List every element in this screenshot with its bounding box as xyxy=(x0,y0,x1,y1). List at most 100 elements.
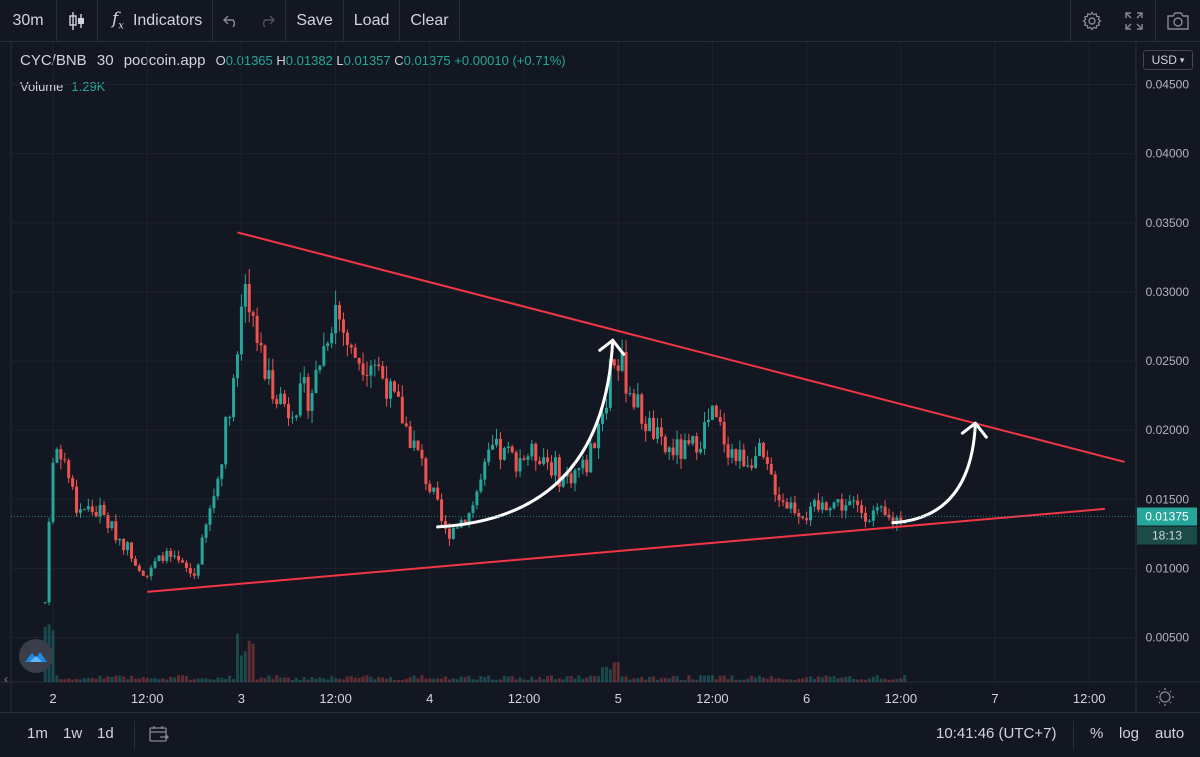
toolbar-divider xyxy=(56,0,57,42)
range-1w-button[interactable]: 1w xyxy=(63,725,83,742)
volume-bar xyxy=(589,675,593,682)
volume-bar xyxy=(903,675,907,682)
volume-bar xyxy=(298,679,302,682)
time-axis-settings-button[interactable] xyxy=(1156,688,1174,706)
candle-body xyxy=(510,446,514,453)
fullscreen-icon xyxy=(1125,12,1143,30)
last-price-text: 0.01375 xyxy=(1145,510,1189,524)
candle-body xyxy=(750,465,754,468)
volume-bar xyxy=(271,678,275,682)
volume-bar xyxy=(220,677,224,682)
load-button[interactable]: Load xyxy=(344,0,400,42)
x-tick-label: 7 xyxy=(991,691,998,706)
volume-bar xyxy=(871,676,875,682)
candlestick-type-button[interactable] xyxy=(57,0,97,42)
volume-bar xyxy=(408,677,412,682)
volume-bar xyxy=(263,678,267,682)
interval-selector[interactable]: 30m xyxy=(0,0,56,42)
candle-body xyxy=(652,417,656,439)
volume-bar xyxy=(487,675,491,682)
volume-bar xyxy=(860,679,864,682)
high-key: H xyxy=(276,53,286,68)
volume-bar xyxy=(714,679,718,682)
toolbar-divider xyxy=(342,0,344,42)
redo-button[interactable] xyxy=(249,0,285,42)
y-tick-label: 0.02500 xyxy=(1146,354,1190,368)
candle-body xyxy=(483,461,487,480)
candle-body xyxy=(326,343,330,347)
volume-bar xyxy=(161,678,165,682)
goto-date-button[interactable] xyxy=(149,725,169,748)
candle-body xyxy=(239,306,243,355)
volume-bar xyxy=(828,676,832,682)
candle-body xyxy=(883,506,887,516)
candle-body xyxy=(589,443,593,473)
log-toggle[interactable]: log xyxy=(1119,725,1140,742)
candle-body xyxy=(538,460,542,465)
candle-body xyxy=(597,423,601,449)
candle-body xyxy=(828,508,832,511)
candle-body xyxy=(495,438,499,445)
volume-bar xyxy=(59,679,63,682)
volume-bar xyxy=(267,675,271,682)
candle-body xyxy=(546,457,550,463)
candle-body xyxy=(271,370,275,400)
volume-bar xyxy=(742,679,746,682)
settings-button[interactable] xyxy=(1071,0,1113,42)
candle-body xyxy=(43,602,47,604)
clock-time[interactable]: 10:41:46 (UTC+7) xyxy=(936,725,1057,742)
volume-bar xyxy=(659,678,663,682)
candle-body xyxy=(169,550,173,557)
volume-bar xyxy=(785,679,789,682)
arrow-head-icon xyxy=(960,421,988,439)
scroll-left-icon[interactable]: ‹ xyxy=(4,672,8,686)
range-1m-button[interactable]: 1m xyxy=(27,725,48,742)
volume-bar xyxy=(891,679,895,682)
screenshot-button[interactable] xyxy=(1156,0,1200,42)
volume-bar xyxy=(302,677,306,682)
volume-bar xyxy=(691,679,695,682)
volume-bar xyxy=(867,678,871,682)
candle-body xyxy=(71,478,75,487)
trendline-upper xyxy=(237,231,1125,463)
camera-icon xyxy=(1167,12,1189,30)
volume-bar xyxy=(738,679,742,682)
y-tick-label: 0.04000 xyxy=(1146,147,1190,161)
range-1d-button[interactable]: 1d xyxy=(97,725,114,742)
x-tick-label: 12:00 xyxy=(885,691,918,706)
candle-body xyxy=(298,383,302,416)
candle-body xyxy=(840,499,844,511)
candle-body xyxy=(220,464,224,479)
candle-body xyxy=(267,370,271,379)
volume-bar xyxy=(832,676,836,682)
candle-body xyxy=(671,447,675,456)
candle-body xyxy=(436,487,440,500)
high-value: 0.01382 xyxy=(285,53,333,68)
save-button[interactable]: Save xyxy=(286,0,342,42)
tradingview-logo[interactable] xyxy=(19,639,53,673)
logo-icon xyxy=(25,652,47,662)
candle-body xyxy=(824,502,828,511)
candle-body xyxy=(98,505,102,517)
percent-toggle[interactable]: % xyxy=(1090,725,1104,742)
volume-bar xyxy=(153,678,157,682)
candle-body xyxy=(455,527,459,529)
fullscreen-button[interactable] xyxy=(1113,0,1155,42)
candle-body xyxy=(133,558,137,566)
auto-toggle[interactable]: auto xyxy=(1155,725,1185,742)
annotation-arrow xyxy=(891,421,977,525)
volume-bar xyxy=(522,679,526,682)
price-chart[interactable]: 0.04500 0.04000 0.03500 0.03000 0.02500 0.020… xyxy=(0,0,1200,712)
gear-icon xyxy=(1082,11,1102,31)
clear-button[interactable]: Clear xyxy=(400,0,458,42)
candle-body xyxy=(463,520,467,524)
candle-body xyxy=(742,449,746,467)
candles-icon xyxy=(69,11,84,30)
volume-bar xyxy=(687,675,691,682)
undo-button[interactable] xyxy=(213,0,249,42)
indicators-button[interactable]: fx Indicators xyxy=(98,0,212,42)
candle-body xyxy=(408,426,412,448)
currency-selector[interactable]: USD ▾ xyxy=(1143,50,1193,70)
candle-body xyxy=(451,527,455,539)
volume-bar xyxy=(385,678,389,682)
